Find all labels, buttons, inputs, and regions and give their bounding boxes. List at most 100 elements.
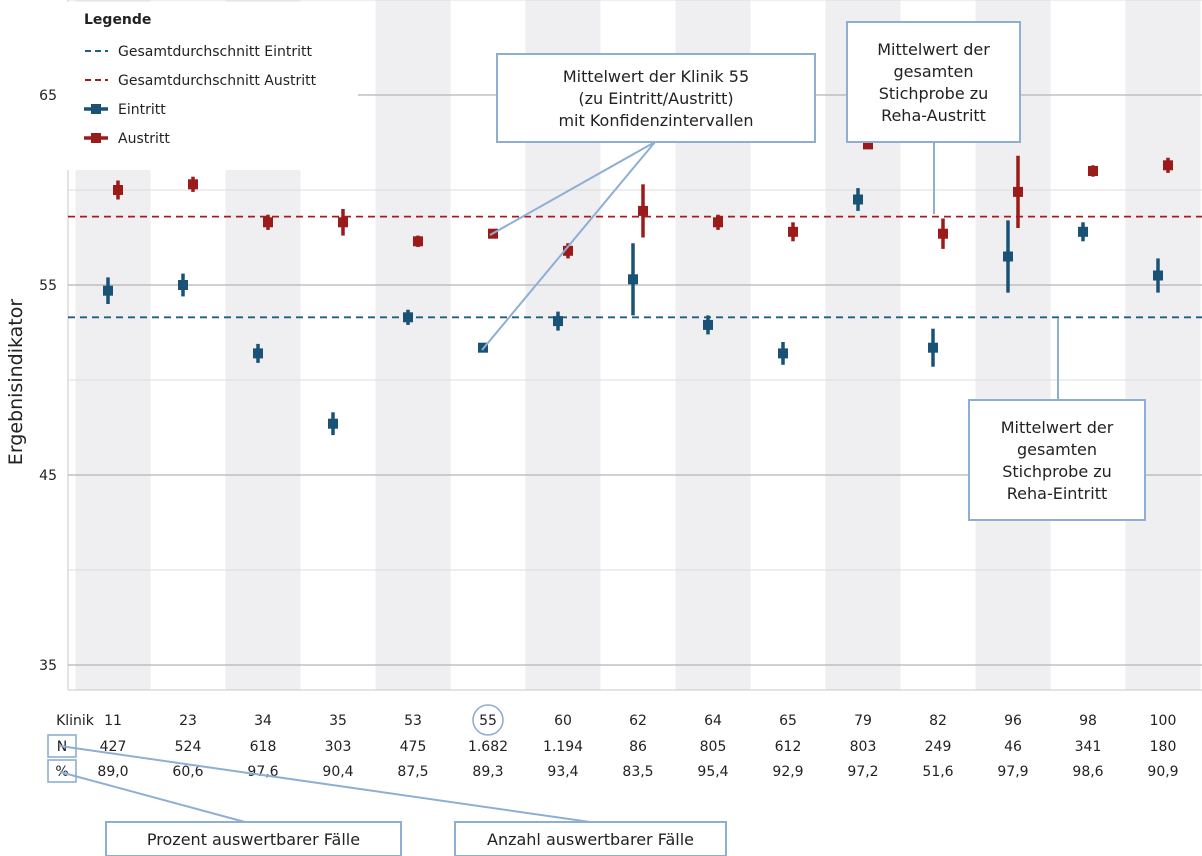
table-n-96: 46 xyxy=(1004,739,1022,755)
austritt-point-64 xyxy=(713,214,723,230)
table-n-35: 303 xyxy=(325,739,352,755)
mean-marker xyxy=(788,226,798,237)
band-100 xyxy=(1125,0,1201,690)
y-tick-label: 35 xyxy=(39,658,57,674)
table-pct-53: 87,5 xyxy=(397,764,428,780)
mean-marker xyxy=(563,245,573,256)
connector-anzahl xyxy=(59,745,591,823)
callout-text: Stichprobe zu xyxy=(1002,462,1112,481)
austritt-point-53 xyxy=(413,235,423,247)
mean-marker xyxy=(938,228,948,239)
callout-text: Anzahl auswertbarer Fälle xyxy=(487,830,694,849)
band-53 xyxy=(375,0,451,690)
n-highlight-box xyxy=(47,734,77,758)
table-pct-96: 97,9 xyxy=(997,764,1028,780)
table-klinik-55: 55 xyxy=(479,713,497,729)
table-n-65: 612 xyxy=(775,739,802,755)
table-pct-65: 92,9 xyxy=(772,764,803,780)
legend-label: Gesamtdurchschnitt Austritt xyxy=(118,73,317,89)
mean-marker xyxy=(328,418,338,429)
eintritt-point-35 xyxy=(328,412,338,436)
austritt-point-34 xyxy=(263,214,273,230)
mean-marker xyxy=(703,319,713,330)
table-pct-55: 89,3 xyxy=(472,764,503,780)
table-n-60: 1.194 xyxy=(543,739,583,755)
table-pct-35: 90,4 xyxy=(322,764,353,780)
table-n-98: 341 xyxy=(1075,739,1102,755)
callout-text: Prozent auswertbarer Fälle xyxy=(147,830,360,849)
callout-text: Reha-Eintritt xyxy=(1007,484,1108,503)
pct-highlight-box xyxy=(47,759,77,783)
table-pct-23: 60,6 xyxy=(172,764,203,780)
mean-marker xyxy=(853,194,863,205)
legend-swatch-marker xyxy=(91,133,101,143)
austritt-point-35 xyxy=(338,209,348,236)
legend-entry-3: Austritt xyxy=(84,131,170,147)
austritt-point-62 xyxy=(638,184,648,238)
austritt-point-100 xyxy=(1163,157,1173,173)
table-klinik-11: 11 xyxy=(104,713,122,729)
y-axis: 35 45 55 65 xyxy=(39,88,57,674)
mean-marker xyxy=(1163,160,1173,171)
mean-marker xyxy=(178,280,188,290)
austritt-point-98 xyxy=(1088,165,1098,177)
table-pct-100: 90,9 xyxy=(1147,764,1178,780)
eintritt-point-23 xyxy=(178,273,188,297)
table-pct-79: 97,2 xyxy=(847,764,878,780)
table-n-64: 805 xyxy=(700,739,727,755)
mean-marker xyxy=(863,139,873,150)
eintritt-point-11 xyxy=(103,277,113,304)
reference-lines xyxy=(68,215,1202,319)
y-tick-label: 65 xyxy=(39,88,57,104)
eintritt-point-82 xyxy=(928,328,938,367)
table-klinik-23: 23 xyxy=(179,713,197,729)
austritt-point-96 xyxy=(1013,155,1023,228)
table-klinik-64: 64 xyxy=(704,713,722,729)
austritt-point-23 xyxy=(188,176,198,192)
mean-marker xyxy=(1088,166,1098,176)
table-n-100: 180 xyxy=(1150,739,1177,755)
table-n-62: 86 xyxy=(629,739,647,755)
mean-marker xyxy=(413,236,423,247)
table-n-53: 475 xyxy=(400,739,427,755)
table-n-79: 803 xyxy=(850,739,877,755)
mean-marker xyxy=(928,342,938,353)
eintritt-point-96 xyxy=(1003,220,1013,293)
table-klinik-96: 96 xyxy=(1004,713,1022,729)
mean-marker xyxy=(628,274,638,285)
legend-label: Austritt xyxy=(118,131,170,147)
callout-text: Mittelwert der xyxy=(1001,418,1114,437)
austritt-point-11 xyxy=(113,180,123,200)
eintritt-point-79 xyxy=(853,188,863,211)
legend: Legende Gesamtdurchschnitt Eintritt Gesam… xyxy=(58,2,358,170)
table-klinik-62: 62 xyxy=(629,713,647,729)
callout-box xyxy=(968,399,1146,521)
mean-marker xyxy=(778,348,788,359)
connector-prozent xyxy=(59,771,246,823)
data-marks xyxy=(103,139,1173,436)
table-pct-98: 98,6 xyxy=(1072,764,1103,780)
callout-box xyxy=(846,21,1021,143)
table-pct-11: 89,0 xyxy=(97,764,128,780)
legend-label: Eintritt xyxy=(118,102,166,118)
callouts: Mittelwert der Klinik 55 (zu Eintritt/Aus… xyxy=(105,21,1146,856)
legend-swatch-marker xyxy=(91,104,101,114)
callout-klinik55: Mittelwert der Klinik 55 (zu Eintritt/Aus… xyxy=(496,53,816,143)
table-pct-82: 51,6 xyxy=(922,764,953,780)
table-klinik-82: 82 xyxy=(929,713,947,729)
legend-entry-2: Eintritt xyxy=(84,102,166,118)
callout-austritt_total: Mittelwert der gesamten Stichprobe zu Reha-… xyxy=(846,21,1021,143)
mean-marker xyxy=(713,217,723,228)
table-klinik-53: 53 xyxy=(404,713,422,729)
mean-marker xyxy=(263,217,273,228)
connector-klinik55-austritt xyxy=(489,141,656,236)
table-klinik-100: 100 xyxy=(1150,713,1177,729)
callout-box xyxy=(496,53,816,143)
mean-marker xyxy=(103,285,113,296)
table-pct-62: 83,5 xyxy=(622,764,653,780)
callout-text: Stichprobe zu xyxy=(879,84,989,103)
mean-marker xyxy=(1013,186,1023,197)
table-klinik-60: 60 xyxy=(554,713,572,729)
callout-eintritt_total: Mittelwert der gesamten Stichprobe zu Reha-… xyxy=(968,399,1146,521)
